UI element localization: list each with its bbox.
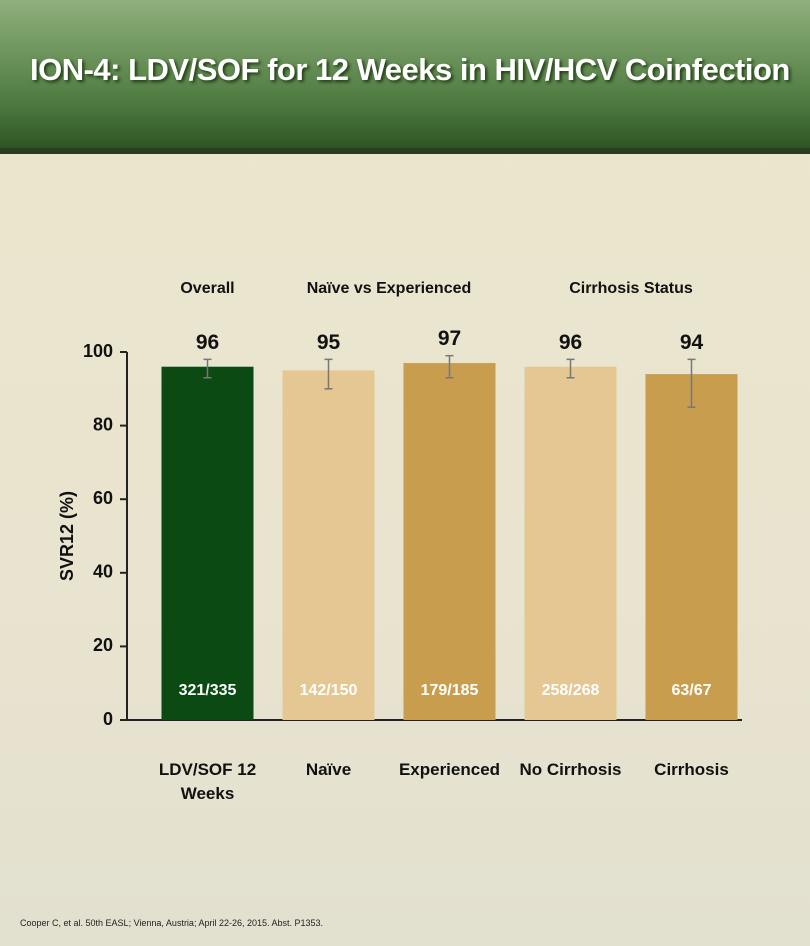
bar	[404, 363, 496, 720]
chart: SVR12 (%) 0 20 40 60 80 100 Overall Naïve vs Ex…	[0, 0, 810, 946]
x-tick-label: LDV/SOF 12 Weeks	[148, 758, 268, 806]
bar	[525, 367, 617, 720]
value-label: 96	[559, 331, 582, 354]
x-tick-label: Naïve	[269, 758, 389, 782]
value-label: 96	[196, 331, 219, 354]
bar-label: 258/268	[542, 682, 600, 699]
slide: ION-4: LDV/SOF for 12 Weeks in HIV/HCV C…	[0, 0, 810, 946]
group-label: Cirrhosis Status	[569, 280, 693, 297]
y-tick-label: 40	[93, 562, 113, 582]
group-label: Overall	[180, 280, 234, 297]
y-tick-label: 20	[93, 635, 113, 655]
y-tick-label: 80	[93, 414, 113, 434]
y-tick-label: 0	[103, 709, 113, 729]
value-label: 95	[317, 331, 341, 354]
footnote: Cooper C, et al. 50th EASL; Vienna, Aust…	[20, 918, 323, 928]
bar	[162, 367, 254, 720]
bar-label: 179/185	[421, 682, 479, 699]
x-tick-label: No Cirrhosis	[511, 758, 631, 782]
bar-label: 321/335	[179, 682, 237, 699]
x-tick-label: Experienced	[390, 758, 510, 782]
bar-label: 142/150	[300, 682, 358, 699]
y-tick-label: 100	[83, 341, 113, 361]
bar	[283, 370, 375, 720]
x-tick-label: Cirrhosis	[632, 758, 752, 782]
y-axis-label: SVR12 (%)	[57, 491, 77, 581]
group-label: Naïve vs Experienced	[307, 280, 472, 297]
value-label: 97	[438, 327, 461, 350]
value-label: 94	[680, 331, 704, 354]
bar-label: 63/67	[671, 682, 711, 699]
y-tick-label: 60	[93, 488, 113, 508]
bar	[646, 374, 738, 720]
